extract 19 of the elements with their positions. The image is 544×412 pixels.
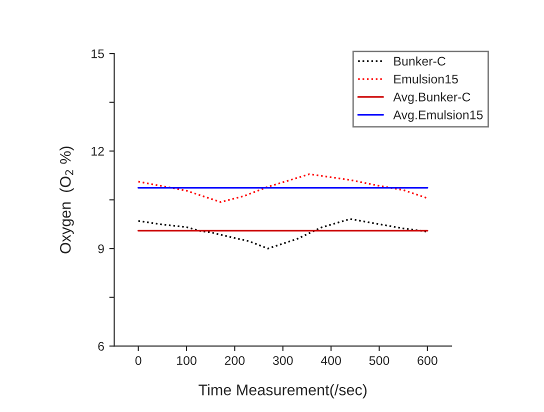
x-tick-label: 100 (177, 356, 196, 365)
legend-label: Avg.Emulsion15 (393, 110, 483, 122)
y-tick-label: 12 (92, 146, 104, 156)
y-axis-title: Oxygen (O$_{2}$ %) (60, 146, 74, 254)
x-tick-label: 500 (369, 356, 390, 365)
line-series (137, 173, 428, 203)
x-tick-label: 400 (320, 356, 342, 365)
legend-label: Avg.Bunker-C (393, 92, 470, 104)
legend-label: Bunker-C (394, 56, 446, 66)
x-tick-label: 0 (135, 356, 142, 365)
x-axis-title: Time Measurement(/sec) (198, 384, 367, 398)
legend-label: Emulsion15 (394, 74, 458, 84)
x-tick-label: 200 (224, 356, 245, 365)
y-tick-label: 15 (92, 49, 104, 58)
y-tick-label: 9 (98, 244, 104, 254)
x-tick-label: 600 (418, 356, 438, 365)
y-tick-label: 6 (98, 342, 104, 351)
x-tick-label: 300 (272, 356, 293, 365)
line-series (137, 218, 428, 250)
